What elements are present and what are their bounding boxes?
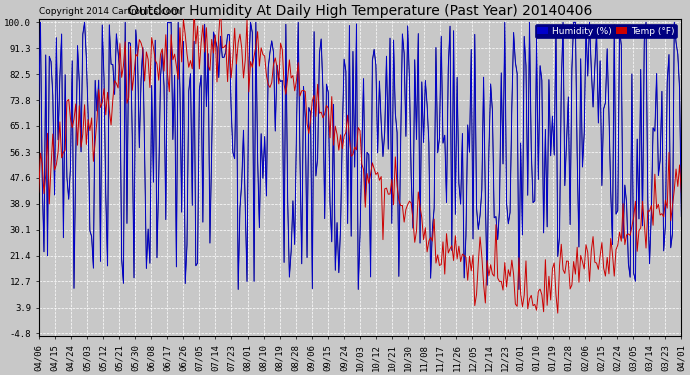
Text: Copyright 2014 Cartronics.com: Copyright 2014 Cartronics.com xyxy=(39,7,180,16)
Legend: Humidity (%), Temp (°F): Humidity (%), Temp (°F) xyxy=(535,24,677,38)
Title: Outdoor Humidity At Daily High Temperature (Past Year) 20140406: Outdoor Humidity At Daily High Temperatu… xyxy=(128,4,592,18)
